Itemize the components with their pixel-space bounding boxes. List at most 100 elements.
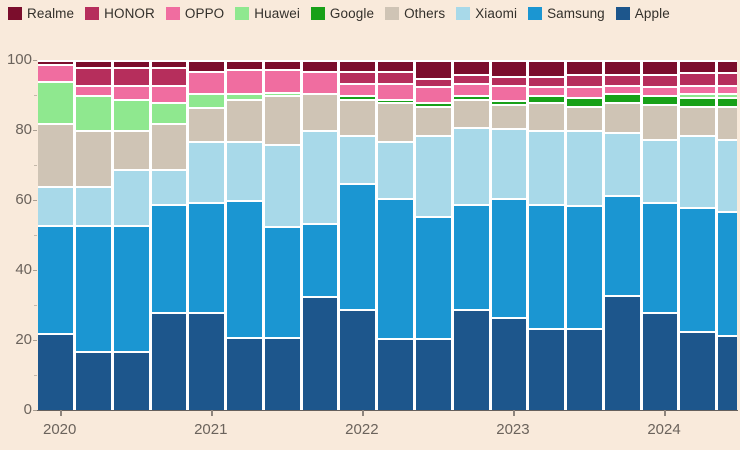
bar-segment-realme-2022-Q3[interactable] (416, 62, 451, 78)
bar-segment-realme-2021-Q4[interactable] (302, 62, 338, 71)
bar-segment-samsung-2021-Q2[interactable] (227, 202, 262, 337)
bar-segment-honor-2023-Q2[interactable] (529, 77, 565, 87)
bar-segment-realme-2021-Q1[interactable] (189, 62, 225, 71)
bar-segment-google-2022-Q2[interactable] (378, 100, 414, 102)
bar-segment-apple-2024-Q2[interactable] (680, 333, 716, 410)
bar-segment-honor-2023-Q3[interactable] (567, 76, 602, 87)
bar-segment-samsung-2020-Q1[interactable] (38, 226, 74, 333)
bar-segment-samsung-2023-Q4[interactable] (604, 196, 640, 295)
bar-segment-others-2024-Q2[interactable] (680, 107, 716, 136)
bar-segment-honor-2022-Q4[interactable] (453, 76, 489, 83)
bar-segment-huawei-2020-Q2[interactable] (76, 97, 111, 130)
bar-segment-realme-2022-Q2[interactable] (378, 62, 414, 71)
bar-segment-xiaomi-2022-Q1[interactable] (340, 137, 376, 183)
bar-segment-xiaomi-2021-Q1[interactable] (189, 142, 225, 202)
bar-segment-others-2020-Q1[interactable] (38, 125, 74, 186)
bar-segment-realme-2023-Q4[interactable] (604, 62, 640, 74)
bar-segment-oppo-2022-Q4[interactable] (453, 84, 489, 95)
bar-segment-huawei-2021-Q2[interactable] (227, 95, 262, 99)
bar-segment-others-2021-Q3[interactable] (264, 97, 300, 144)
bar-segment-honor-2023-Q4[interactable] (604, 76, 640, 85)
bar-segment-xiaomi-2024-Q1[interactable] (642, 140, 678, 202)
bar-segment-oppo-2021-Q2[interactable] (227, 70, 262, 94)
bar-segment-samsung-2024-Q2[interactable] (680, 209, 716, 332)
bar-segment-samsung-2024-Q3[interactable] (718, 212, 737, 335)
bar-segment-others-2024-Q1[interactable] (642, 105, 678, 139)
bar-segment-apple-2022-Q2[interactable] (378, 340, 414, 410)
bar-segment-google-2023-Q2[interactable] (529, 97, 565, 102)
bar-segment-xiaomi-2023-Q3[interactable] (567, 132, 602, 206)
bar-segment-xiaomi-2021-Q2[interactable] (227, 142, 262, 200)
bar-segment-xiaomi-2021-Q3[interactable] (264, 146, 300, 227)
bar-segment-apple-2022-Q3[interactable] (416, 340, 451, 410)
bar-segment-realme-2023-Q2[interactable] (529, 62, 565, 76)
bar-segment-xiaomi-2022-Q2[interactable] (378, 142, 414, 199)
bar-segment-honor-2022-Q2[interactable] (378, 72, 414, 83)
bar-segment-others-2024-Q3[interactable] (718, 107, 737, 139)
bar-segment-others-2021-Q1[interactable] (189, 109, 225, 141)
bar-segment-honor-2020-Q4[interactable] (151, 69, 187, 85)
bar-segment-xiaomi-2023-Q4[interactable] (604, 133, 640, 195)
bar-segment-oppo-2021-Q3[interactable] (264, 70, 300, 92)
bar-segment-samsung-2022-Q1[interactable] (340, 184, 376, 309)
bar-segment-samsung-2023-Q1[interactable] (491, 200, 527, 318)
bar-segment-oppo-2021-Q4[interactable] (302, 72, 338, 94)
bar-segment-samsung-2020-Q2[interactable] (76, 226, 111, 351)
bar-segment-apple-2023-Q2[interactable] (529, 329, 565, 410)
bar-segment-realme-2020-Q3[interactable] (113, 62, 149, 67)
bar-segment-xiaomi-2020-Q4[interactable] (151, 170, 187, 204)
bar-segment-samsung-2021-Q4[interactable] (302, 224, 338, 297)
bar-segment-oppo-2022-Q1[interactable] (340, 84, 376, 95)
bar-segment-realme-2021-Q3[interactable] (264, 62, 300, 69)
bar-segment-xiaomi-2022-Q3[interactable] (416, 137, 451, 216)
bar-segment-apple-2020-Q2[interactable] (76, 352, 111, 410)
bar-segment-google-2022-Q4[interactable] (453, 97, 489, 99)
bar-segment-realme-2021-Q2[interactable] (227, 62, 262, 69)
bar-segment-apple-2021-Q1[interactable] (189, 314, 225, 410)
bar-segment-oppo-2024-Q1[interactable] (642, 88, 678, 95)
bar-segment-samsung-2020-Q3[interactable] (113, 226, 149, 351)
bar-segment-google-2024-Q2[interactable] (680, 98, 716, 106)
bar-segment-realme-2024-Q1[interactable] (642, 62, 678, 74)
bar-segment-xiaomi-2020-Q3[interactable] (113, 170, 149, 225)
bar-segment-xiaomi-2022-Q4[interactable] (453, 128, 489, 204)
bar-segment-honor-2024-Q2[interactable] (680, 74, 716, 85)
bar-segment-google-2024-Q3[interactable] (718, 98, 737, 106)
bar-segment-apple-2020-Q3[interactable] (113, 352, 149, 410)
bar-segment-apple-2023-Q4[interactable] (604, 296, 640, 410)
bar-segment-xiaomi-2021-Q4[interactable] (302, 132, 338, 223)
bar-segment-oppo-2023-Q3[interactable] (567, 88, 602, 97)
bar-segment-others-2023-Q4[interactable] (604, 104, 640, 132)
bar-segment-xiaomi-2020-Q2[interactable] (76, 188, 111, 225)
bar-segment-oppo-2021-Q1[interactable] (189, 72, 225, 94)
bar-segment-huawei-2020-Q3[interactable] (113, 100, 149, 130)
bar-segment-apple-2024-Q3[interactable] (718, 336, 737, 410)
bar-segment-realme-2022-Q1[interactable] (340, 62, 376, 71)
bar-segment-honor-2023-Q1[interactable] (491, 77, 527, 85)
bar-segment-xiaomi-2024-Q3[interactable] (718, 140, 737, 211)
bar-segment-apple-2023-Q3[interactable] (567, 329, 602, 410)
bar-segment-realme-2023-Q3[interactable] (567, 62, 602, 74)
bar-segment-honor-2022-Q1[interactable] (340, 72, 376, 83)
bar-segment-oppo-2023-Q2[interactable] (529, 88, 565, 95)
bar-segment-realme-2024-Q2[interactable] (680, 62, 716, 73)
bar-segment-realme-2020-Q1[interactable] (38, 62, 74, 64)
bar-segment-apple-2021-Q4[interactable] (302, 298, 338, 410)
bar-segment-google-2023-Q1[interactable] (491, 102, 527, 104)
bar-segment-realme-2020-Q2[interactable] (76, 62, 111, 67)
bar-segment-google-2023-Q4[interactable] (604, 95, 640, 102)
bar-segment-huawei-2021-Q3[interactable] (264, 93, 300, 95)
bar-segment-xiaomi-2023-Q2[interactable] (529, 132, 565, 204)
bar-segment-others-2022-Q2[interactable] (378, 104, 414, 141)
bar-segment-huawei-2024-Q3[interactable] (718, 95, 737, 97)
bar-segment-others-2022-Q4[interactable] (453, 100, 489, 127)
bar-segment-apple-2023-Q1[interactable] (491, 319, 527, 410)
bar-segment-huawei-2021-Q1[interactable] (189, 95, 225, 108)
bar-segment-apple-2020-Q4[interactable] (151, 314, 187, 410)
bar-segment-others-2023-Q1[interactable] (491, 105, 527, 129)
bar-segment-honor-2020-Q2[interactable] (76, 69, 111, 85)
bar-segment-honor-2022-Q3[interactable] (416, 79, 451, 87)
bar-segment-oppo-2020-Q1[interactable] (38, 65, 74, 81)
bar-segment-samsung-2020-Q4[interactable] (151, 205, 187, 312)
bar-segment-xiaomi-2024-Q2[interactable] (680, 137, 716, 207)
